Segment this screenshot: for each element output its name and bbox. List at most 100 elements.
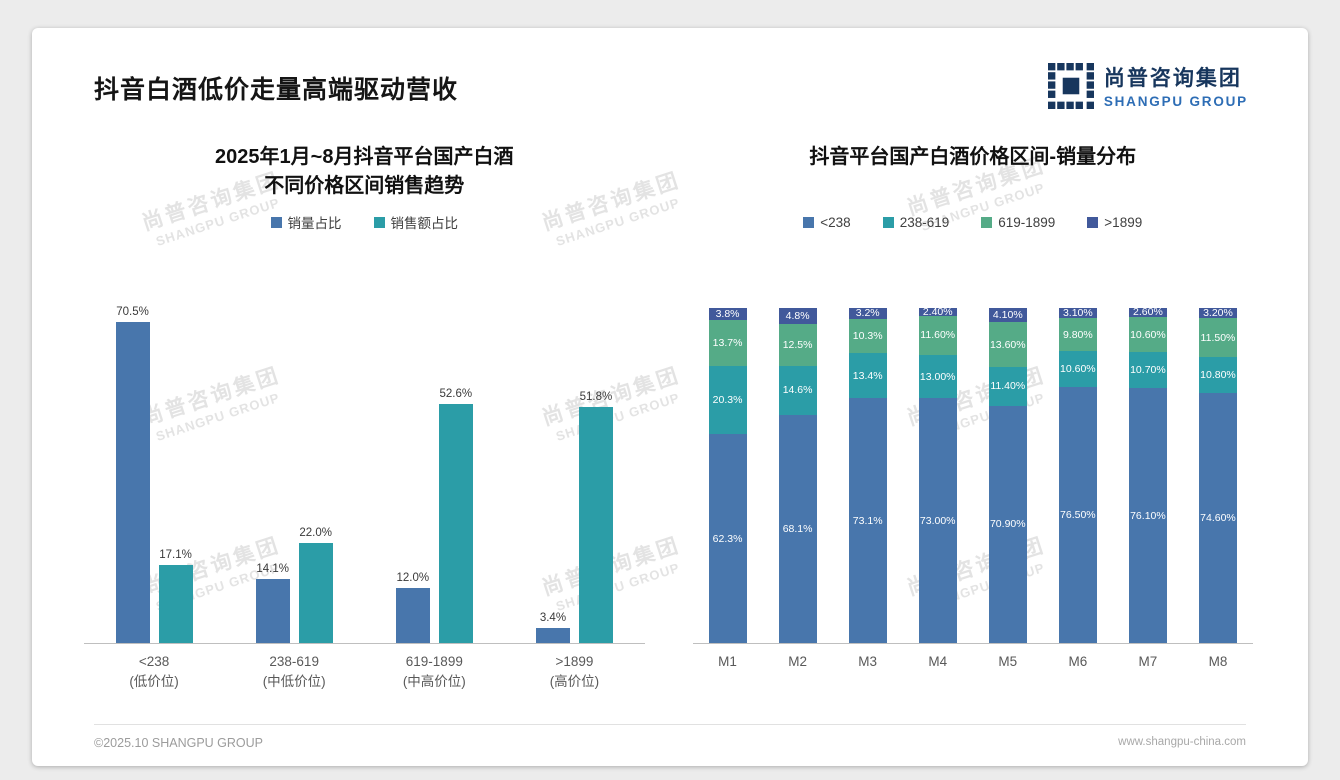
segment-value-label: 14.6%: [782, 384, 813, 397]
bar-group-column: 12.0% 52.6%: [364, 388, 504, 643]
segment-value-label: 10.3%: [852, 329, 883, 342]
legend-swatch: [882, 216, 894, 228]
stacked-bar: 3.20% 11.50% 10.80% 74.60%: [1198, 307, 1237, 643]
chart-right-volume-distribution: 抖音平台国产白酒价格区间-销量分布 <238 238-619 619-1899 >18…: [692, 143, 1254, 693]
bar-value-label: 3.4%: [539, 611, 567, 624]
bar: [535, 627, 570, 643]
bar-segment: 3.8%: [708, 307, 747, 321]
logo-text-cn: 尚普咨询集团: [1103, 67, 1242, 90]
left-chart-title-line2: 不同价格区间销售趋势: [264, 175, 465, 197]
segment-value-label: 76.50%: [1060, 508, 1096, 521]
bar-segment: 3.2%: [848, 307, 887, 319]
left-chart-title: 2025年1月~8月抖音平台国产白酒 不同价格区间销售趋势: [84, 143, 645, 203]
bar: [438, 403, 473, 643]
stacked-bar-column: 4.10% 13.60% 11.40% 70.90%: [973, 308, 1043, 643]
segment-value-label: 10.80%: [1200, 369, 1236, 382]
bar-unit: 70.5%: [115, 306, 150, 643]
stacked-bar-column: 2.60% 10.60% 10.70% 76.10%: [1113, 306, 1183, 643]
segment-value-label: 20.3%: [712, 394, 743, 407]
bar-segment: 20.3%: [708, 366, 747, 435]
bar-group: 70.5% 17.1%: [115, 306, 193, 643]
legend-label: 619-1899: [998, 214, 1056, 230]
bar-segment: 10.70%: [1128, 352, 1167, 389]
bar-segment: 68.1%: [778, 414, 817, 643]
bar-segment: 14.6%: [778, 366, 817, 415]
bar-unit: 17.1%: [158, 549, 193, 643]
stacked-bar: 3.10% 9.80% 10.60% 76.50%: [1058, 307, 1097, 643]
x-axis-label-line1: >1899: [555, 654, 594, 669]
x-axis-label: M6: [1068, 654, 1088, 669]
stacked-bar-column: 3.8% 13.7% 20.3% 62.3%: [693, 307, 763, 643]
stacked-bar: 2.40% 11.60% 13.00% 73.00%: [918, 306, 957, 643]
segment-value-label: 4.10%: [992, 308, 1023, 321]
segment-value-label: 68.1%: [782, 522, 813, 535]
stacked-bar: 4.10% 13.60% 11.40% 70.90%: [988, 308, 1027, 643]
legend-item: 销售额占比: [373, 212, 459, 232]
bar-segment: 13.4%: [848, 353, 887, 399]
legend-item: >1899: [1087, 215, 1142, 230]
logo-mark-icon: [1047, 62, 1094, 109]
segment-value-label: 74.60%: [1200, 512, 1236, 525]
bar-group: 14.1% 22.0%: [255, 526, 333, 643]
segment-value-label: 70.90%: [989, 518, 1026, 531]
charts-row: 2025年1月~8月抖音平台国产白酒 不同价格区间销售趋势 销量占比 销售额占比 …: [32, 109, 1308, 693]
bar-unit: 3.4%: [535, 611, 570, 643]
bar-unit: 14.1%: [255, 562, 290, 643]
bar-value-label: 14.1%: [256, 562, 289, 575]
segment-value-label: 3.8%: [715, 308, 740, 321]
bar-segment: 11.40%: [988, 367, 1027, 406]
bar: [158, 565, 193, 643]
x-axis-label: <238 (低价位): [84, 652, 224, 693]
bar-segment: 76.10%: [1128, 388, 1167, 643]
bar-value-label: 12.0%: [396, 572, 430, 585]
x-axis-label: M4: [928, 654, 948, 669]
bar-value-label: 70.5%: [116, 306, 149, 319]
bar-value-label: 51.8%: [579, 391, 613, 404]
x-axis-label-line2: (中高价位): [402, 674, 466, 690]
bar-segment: 13.7%: [708, 320, 747, 367]
bar-group: 3.4% 51.8%: [535, 391, 613, 643]
bar-segment: 3.20%: [1198, 307, 1237, 319]
segment-value-label: 13.4%: [852, 369, 883, 382]
segment-value-label: 13.7%: [712, 337, 743, 350]
x-axis-label-line2: (高价位): [549, 674, 600, 690]
bar-segment: 2.60%: [1128, 306, 1167, 318]
bar-segment: 10.80%: [1198, 356, 1237, 394]
legend-item: 238-619: [882, 214, 950, 230]
stacked-bar: 3.2% 10.3% 13.4% 73.1%: [848, 307, 887, 643]
right-chart-title: 抖音平台国产白酒价格区间-销量分布: [809, 146, 1137, 168]
stacked-bar-column: 3.10% 9.80% 10.60% 76.50%: [1043, 307, 1113, 643]
legend-item: 销量占比: [270, 212, 342, 232]
legend-label: 销售额占比: [390, 216, 459, 231]
stacked-bar: 4.8% 12.5% 14.6% 68.1%: [778, 308, 817, 643]
bar-group-column: 3.4% 51.8%: [504, 391, 644, 643]
page-title: 抖音白酒低价走量高端驱动营收: [94, 76, 459, 104]
x-axis-label: 619-1899 (中高价位): [364, 652, 504, 693]
bar-value-label: 52.6%: [439, 387, 473, 400]
logo: 尚普咨询集团 SHANGPU GROUP: [1047, 62, 1248, 109]
legend-label: 238-619: [899, 214, 950, 230]
segment-value-label: 10.60%: [1130, 328, 1166, 341]
bar-value-label: 22.0%: [299, 526, 332, 539]
bar-segment: 11.60%: [918, 315, 957, 355]
segment-value-label: 9.80%: [1062, 328, 1093, 341]
bar-unit: 12.0%: [395, 572, 430, 643]
right-chart-legend: <238 238-619 619-1899 >1899: [693, 213, 1254, 231]
bar-segment: 10.60%: [1058, 351, 1097, 387]
legend-swatch: [1087, 216, 1099, 228]
left-chart-xaxis: <238 (低价位) 238-619 (中低价位) 619-1899 (中高价位) >189…: [84, 644, 645, 693]
bar-segment: 13.60%: [988, 321, 1027, 368]
x-axis-label-line1: <238: [138, 654, 170, 669]
segment-value-label: 13.60%: [989, 338, 1026, 351]
left-chart-title-line1: 2025年1月~8月抖音平台国产白酒: [215, 146, 514, 168]
bar-segment: 73.00%: [918, 398, 957, 643]
bar-group-column: 14.1% 22.0%: [224, 527, 364, 643]
x-axis-label-line2: (中低价位): [262, 674, 326, 690]
legend-item: 619-1899: [981, 215, 1055, 230]
segment-value-label: 12.5%: [782, 339, 813, 352]
segment-value-label: 4.8%: [785, 310, 810, 323]
bar-segment: 9.80%: [1058, 318, 1097, 352]
logo-text: 尚普咨询集团 SHANGPU GROUP: [1104, 62, 1248, 109]
x-axis-label: M5: [998, 654, 1018, 669]
right-chart-xaxis: M1 M2 M3 M4 M5 M6 M7 M8: [693, 644, 1254, 672]
